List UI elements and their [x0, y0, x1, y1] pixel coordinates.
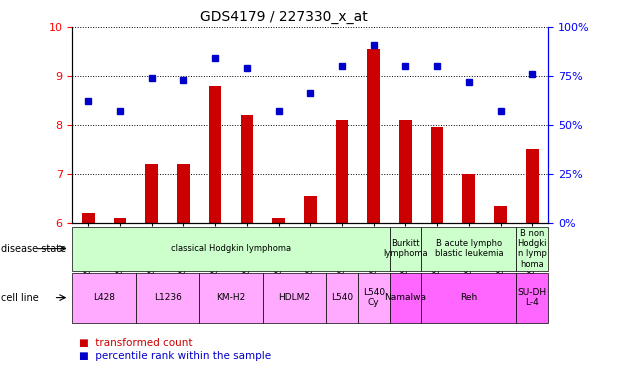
Text: L428: L428 — [93, 293, 115, 302]
Bar — [462, 174, 475, 384]
Bar — [389, 227, 421, 271]
Bar — [136, 273, 199, 323]
Text: disease state: disease state — [1, 243, 66, 254]
Text: L1236: L1236 — [154, 293, 181, 302]
Text: cell line: cell line — [1, 293, 39, 303]
Bar — [367, 49, 380, 384]
Bar — [526, 149, 539, 384]
Text: Namalwa: Namalwa — [384, 293, 427, 302]
Text: Burkitt
lymphoma: Burkitt lymphoma — [383, 239, 428, 258]
Text: ■  transformed count: ■ transformed count — [79, 338, 192, 348]
Bar — [199, 273, 263, 323]
Bar — [389, 273, 421, 323]
Bar — [72, 227, 389, 271]
Bar — [146, 164, 158, 384]
Bar — [241, 115, 253, 384]
Text: classical Hodgkin lymphoma: classical Hodgkin lymphoma — [171, 244, 291, 253]
Text: KM-H2: KM-H2 — [216, 293, 246, 302]
Text: SU-DH
L-4: SU-DH L-4 — [518, 288, 547, 307]
Bar — [326, 273, 358, 323]
Bar — [113, 218, 127, 384]
Bar — [263, 273, 326, 323]
Bar — [82, 213, 94, 384]
Text: B non
Hodgki
n lymp
homa: B non Hodgki n lymp homa — [517, 228, 547, 269]
Bar — [517, 273, 548, 323]
Bar — [421, 273, 517, 323]
Bar — [72, 273, 136, 323]
Text: L540
Cy: L540 Cy — [363, 288, 385, 307]
Bar — [336, 120, 348, 384]
Bar — [358, 273, 389, 323]
Bar — [304, 196, 317, 384]
Text: ■  percentile rank within the sample: ■ percentile rank within the sample — [79, 351, 271, 361]
Bar — [517, 227, 548, 271]
Text: GDS4179 / 227330_x_at: GDS4179 / 227330_x_at — [200, 10, 367, 23]
Text: HDLM2: HDLM2 — [278, 293, 311, 302]
Bar — [272, 218, 285, 384]
Text: B acute lympho
blastic leukemia: B acute lympho blastic leukemia — [435, 239, 503, 258]
Text: L540: L540 — [331, 293, 353, 302]
Bar — [494, 205, 507, 384]
Bar — [399, 120, 412, 384]
Bar — [209, 86, 222, 384]
Bar — [421, 227, 517, 271]
Bar — [431, 127, 444, 384]
Text: Reh: Reh — [460, 293, 478, 302]
Bar — [177, 164, 190, 384]
